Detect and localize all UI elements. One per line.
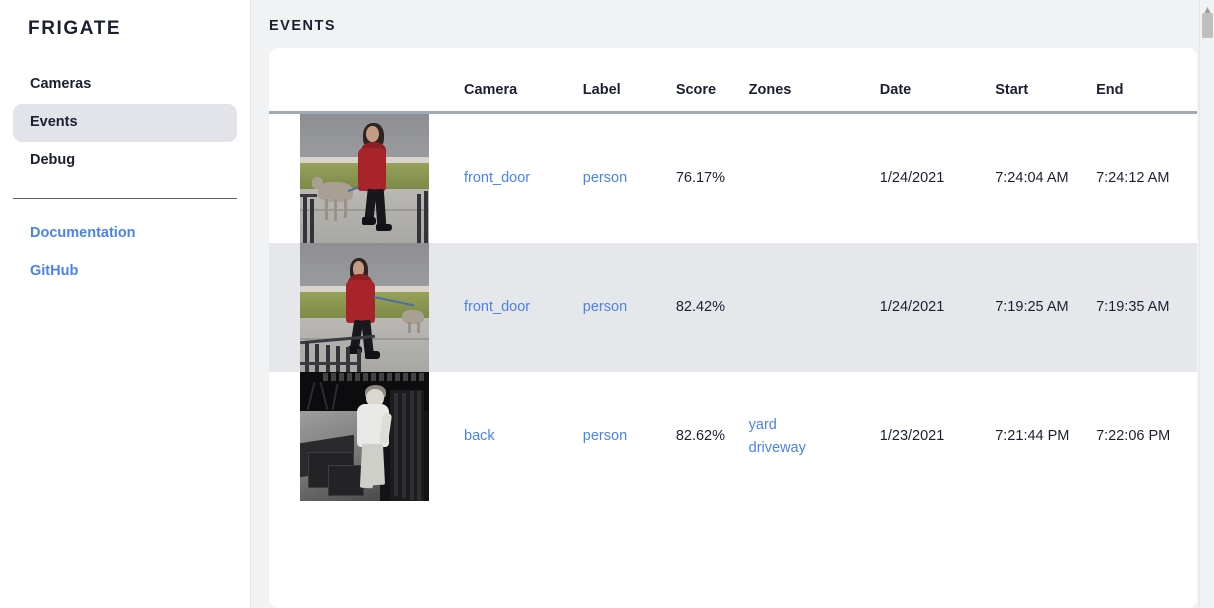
event-start-cell: 7:24:04 AM bbox=[995, 170, 1069, 187]
sidebar: FRIGATE Cameras Events Debug Documentati… bbox=[0, 0, 251, 608]
vertical-scrollbar[interactable] bbox=[1199, 0, 1214, 608]
sidebar-item-events[interactable]: Events bbox=[13, 103, 237, 142]
events-table: Camera Label Score Zones Date Start End bbox=[269, 48, 1197, 501]
sidebar-link-github[interactable]: GitHub bbox=[30, 262, 79, 279]
event-thumbnail-cell bbox=[269, 113, 464, 243]
thumbnail-scene-daytime-walker bbox=[300, 243, 429, 372]
event-label-cell: person bbox=[583, 113, 676, 244]
event-end-cell: 7:19:35 AM bbox=[1096, 299, 1170, 316]
column-header-label[interactable]: Label bbox=[582, 48, 676, 114]
event-camera-cell: front_door bbox=[464, 243, 583, 372]
event-thumbnail-image[interactable] bbox=[300, 114, 429, 243]
event-camera-link[interactable]: front_door bbox=[464, 170, 531, 187]
thumbnail-scene-night-infrared bbox=[300, 372, 429, 501]
event-camera-cell: front_door bbox=[464, 113, 583, 244]
event-camera-link[interactable]: back bbox=[464, 428, 495, 445]
column-header-thumbnail[interactable] bbox=[269, 48, 464, 114]
event-zone-link[interactable]: yard bbox=[748, 417, 777, 434]
table-row[interactable]: front_door person 76.17% 1/24/2021 7:24:… bbox=[269, 112, 1197, 244]
thumbnail-scene-daytime-dogwalker bbox=[300, 114, 429, 243]
event-thumbnail-cell bbox=[269, 372, 464, 501]
event-camera-link[interactable]: front_door bbox=[464, 299, 531, 316]
event-thumbnail-cell bbox=[269, 243, 464, 372]
events-table-head: Camera Label Score Zones Date Start End bbox=[269, 48, 1197, 114]
caret-up-icon[interactable] bbox=[1203, 2, 1212, 14]
event-zones-cell bbox=[749, 113, 880, 244]
event-label-cell: person bbox=[583, 243, 676, 372]
page-title: EVENTS bbox=[269, 18, 337, 34]
events-card: Camera Label Score Zones Date Start End bbox=[269, 48, 1197, 608]
sidebar-nav: Cameras Events Debug bbox=[0, 66, 250, 180]
event-start-cell: 7:19:25 AM bbox=[995, 299, 1069, 316]
event-camera-cell: back bbox=[464, 372, 583, 501]
event-label-cell: person bbox=[583, 372, 676, 501]
sidebar-link-documentation[interactable]: Documentation bbox=[30, 224, 136, 241]
camera-timestamp-overlay bbox=[323, 373, 424, 381]
sidebar-item-debug[interactable]: Debug bbox=[30, 151, 76, 168]
event-thumbnail-image[interactable] bbox=[300, 372, 429, 501]
event-date-cell: 1/23/2021 bbox=[879, 428, 945, 445]
events-table-body: front_door person 76.17% 1/24/2021 7:24:… bbox=[269, 112, 1197, 501]
event-start-cell: 7:21:44 PM bbox=[995, 428, 1070, 445]
event-date-cell: 1/24/2021 bbox=[879, 299, 945, 316]
event-end-cell: 7:22:06 PM bbox=[1096, 428, 1171, 445]
column-header-score[interactable]: Score bbox=[675, 48, 749, 114]
event-score-cell: 82.62% bbox=[675, 428, 725, 445]
column-header-start[interactable]: Start bbox=[995, 48, 1097, 114]
sidebar-item-cameras[interactable]: Cameras bbox=[30, 76, 92, 92]
event-date-cell: 1/24/2021 bbox=[879, 170, 945, 187]
event-score-cell: 82.42% bbox=[675, 299, 725, 316]
app-brand-title: FRIGATE bbox=[28, 18, 122, 39]
sidebar-external-links: Documentation GitHub bbox=[0, 215, 250, 291]
event-zone-link[interactable]: driveway bbox=[748, 439, 806, 456]
event-thumbnail-image[interactable] bbox=[300, 243, 429, 372]
table-row[interactable]: back person 82.62% yard driveway 1/23/20… bbox=[269, 372, 1197, 501]
column-header-date[interactable]: Date bbox=[879, 48, 996, 114]
column-header-zones[interactable]: Zones bbox=[748, 48, 880, 114]
column-header-camera[interactable]: Camera bbox=[464, 48, 583, 114]
table-header-row: Camera Label Score Zones Date Start End bbox=[269, 48, 1197, 114]
sidebar-divider bbox=[13, 197, 237, 199]
table-row[interactable]: front_door person 82.42% 1/24/2021 7:19:… bbox=[269, 243, 1197, 372]
event-zones-cell bbox=[749, 243, 880, 372]
column-header-end[interactable]: End bbox=[1096, 48, 1197, 114]
event-end-cell: 7:24:12 AM bbox=[1096, 170, 1170, 187]
main-content: EVENTS Camera Label Score Zones Date Sta… bbox=[251, 0, 1214, 608]
event-label-link[interactable]: person bbox=[582, 299, 628, 316]
event-label-link[interactable]: person bbox=[582, 170, 628, 187]
event-zones-cell: yard driveway bbox=[749, 372, 880, 501]
event-label-link[interactable]: person bbox=[582, 428, 628, 445]
event-score-cell: 76.17% bbox=[675, 170, 725, 187]
scrollbar-thumb[interactable] bbox=[1202, 13, 1213, 38]
